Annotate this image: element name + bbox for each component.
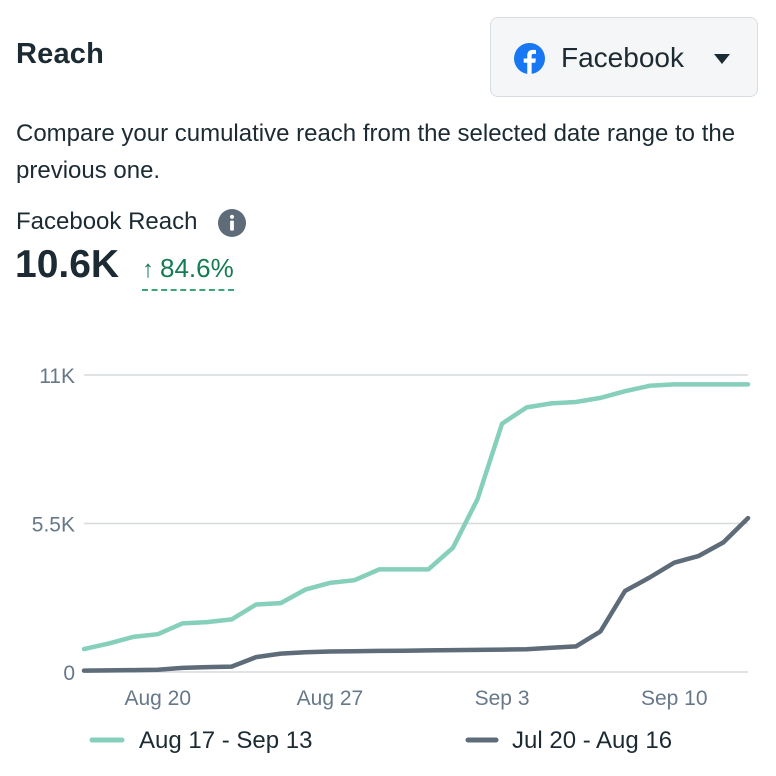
platform-dropdown-label: Facebook: [561, 42, 684, 73]
x-tick-label: Aug 27: [297, 687, 364, 710]
page-title: Reach: [16, 38, 105, 70]
legend-label: Jul 20 - Aug 16: [512, 727, 672, 754]
y-tick-label: 11K: [39, 365, 75, 388]
metric-change-badge[interactable]: ↑ 84.6%: [142, 253, 234, 291]
metric-change-value: 84.6%: [160, 253, 234, 283]
description-text: Compare your cumulative reach from the s…: [16, 120, 736, 184]
x-tick-label: Sep 10: [641, 687, 708, 710]
info-icon[interactable]: [217, 208, 247, 238]
platform-dropdown[interactable]: Facebook: [490, 17, 758, 97]
metric-label: Facebook Reach: [16, 208, 198, 235]
y-tick-label: 5.5K: [32, 514, 75, 537]
reach-line-chart: 0 5.5K 11K Aug 20 Aug 27 Sep 3 Sep 10 Aug 17 - …: [32, 365, 751, 754]
y-tick-label: 0: [63, 662, 75, 685]
facebook-icon: [514, 43, 545, 74]
series-line-previous: [81, 515, 751, 673]
metric-value: 10.6K: [15, 243, 120, 286]
arrow-up-icon: ↑: [142, 256, 154, 283]
x-tick-label: Sep 3: [475, 687, 530, 710]
legend-label: Aug 17 - Sep 13: [139, 727, 312, 754]
series-line-current: [81, 382, 751, 652]
caret-down-icon: [714, 54, 730, 64]
x-tick-label: Aug 20: [124, 687, 191, 710]
